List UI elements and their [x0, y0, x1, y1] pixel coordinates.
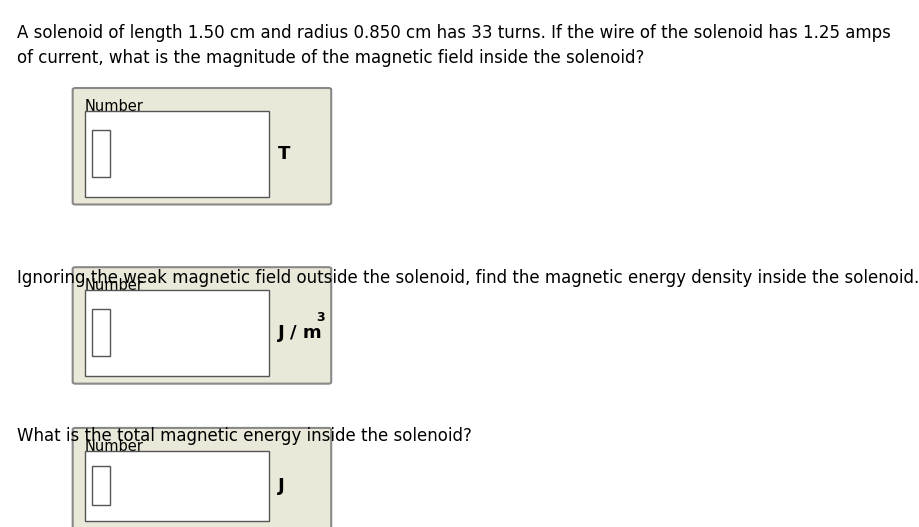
Text: Number: Number: [85, 99, 143, 114]
Bar: [92, 466, 110, 505]
Text: T: T: [278, 144, 289, 163]
Bar: [92, 309, 110, 356]
FancyBboxPatch shape: [73, 88, 331, 204]
FancyBboxPatch shape: [73, 428, 331, 527]
Text: A solenoid of length 1.50 cm and radius 0.850 cm has 33 turns. If the wire of th: A solenoid of length 1.50 cm and radius …: [17, 24, 890, 67]
Text: What is the total magnetic energy inside the solenoid?: What is the total magnetic energy inside…: [17, 427, 471, 445]
FancyBboxPatch shape: [73, 267, 331, 384]
Text: Number: Number: [85, 439, 143, 454]
Text: Number: Number: [85, 278, 143, 293]
Text: Ignoring the weak magnetic field outside the solenoid, find the magnetic energy : Ignoring the weak magnetic field outside…: [17, 269, 918, 287]
FancyBboxPatch shape: [85, 111, 268, 197]
Text: J / m: J / m: [278, 324, 323, 342]
FancyBboxPatch shape: [85, 451, 268, 521]
Bar: [92, 130, 110, 177]
Text: 3: 3: [316, 311, 324, 324]
Text: J: J: [278, 476, 284, 495]
FancyBboxPatch shape: [85, 290, 268, 376]
